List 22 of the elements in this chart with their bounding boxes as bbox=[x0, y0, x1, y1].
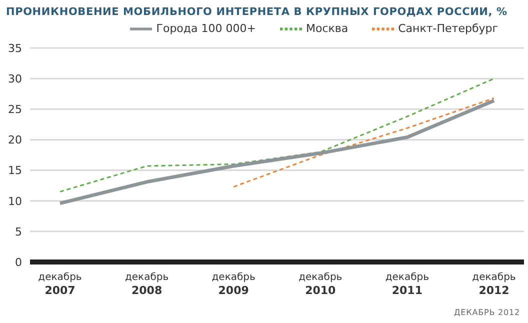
x-tick-label: декабрь 2012 bbox=[472, 272, 516, 297]
y-tick-label: 5 bbox=[15, 225, 22, 238]
x-tick-label: декабрь 2010 bbox=[298, 272, 342, 297]
y-tick-label: 30 bbox=[8, 72, 22, 86]
x-tick-label: декабрь 2008 bbox=[124, 272, 169, 297]
x-tick-label: декабрь 2007 bbox=[38, 272, 82, 297]
x-tick-label: декабрь 2011 bbox=[385, 272, 430, 297]
legend-label: Города 100 000+ bbox=[156, 22, 256, 36]
y-tick-label: 15 bbox=[8, 164, 22, 178]
y-tick-label: 0 bbox=[15, 256, 22, 269]
legend-label: Москва bbox=[306, 22, 348, 36]
line-series bbox=[232, 97, 495, 188]
legend-label: Санкт-Петербург bbox=[398, 22, 498, 36]
y-tick-label: 25 bbox=[8, 103, 22, 116]
y-tick-label: 20 bbox=[8, 134, 22, 147]
line-series bbox=[59, 78, 495, 192]
text: ДЕКАБРЬ 2012 bbox=[454, 308, 520, 317]
chart-title: ПРОНИКНОВЕНИЕ МОБИЛЬНОГО ИНТЕРНЕТА В КРУПНЫХ ГОРОДАХ РОССИИ, % bbox=[6, 6, 508, 18]
line-series bbox=[58, 98, 496, 206]
y-tick-label: 35 bbox=[8, 42, 22, 55]
x-tick-label: декабрь 2009 bbox=[212, 272, 256, 297]
y-tick-label: 10 bbox=[8, 194, 22, 208]
